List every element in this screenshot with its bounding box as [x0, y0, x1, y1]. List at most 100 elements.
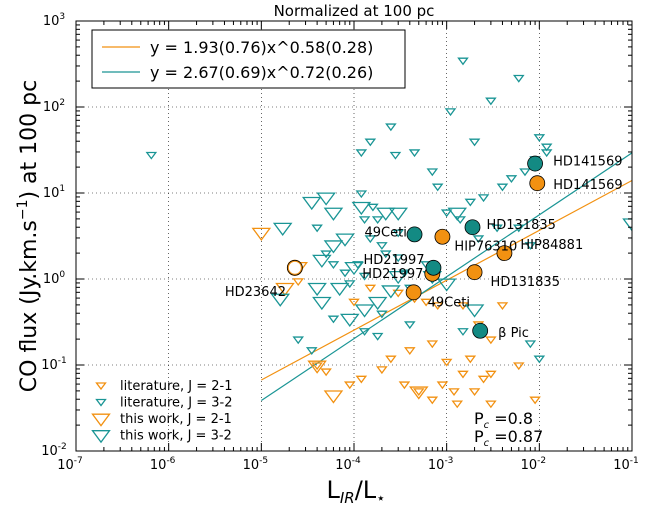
this32-point: [354, 304, 375, 318]
lit32-point: [472, 235, 485, 244]
this32-point: [351, 201, 372, 216]
lit21-point: [364, 284, 377, 293]
lit21-point: [457, 370, 469, 379]
pc-labels: Pc =0.8Pc =0.87: [474, 409, 543, 449]
x-tick-label: 10-4: [335, 456, 361, 473]
data-points: [145, 57, 632, 409]
lit21-point: [426, 340, 439, 349]
lit21-point: [451, 400, 464, 409]
legend-symbol-label: literature, J = 2-1: [120, 379, 233, 394]
legend-symbol-label: this work, J = 2-1: [120, 412, 232, 427]
lit32-point: [339, 269, 351, 278]
lit21-point: [355, 375, 368, 384]
this32-point: [323, 240, 344, 254]
teal-filled-point: [406, 226, 423, 243]
fit-lines: [260, 152, 632, 402]
lit32-point: [327, 315, 340, 324]
x-tick-label: 10-3: [428, 456, 454, 473]
lit32-point: [389, 151, 402, 160]
star-label: HD21997: [363, 253, 424, 268]
lit21-point: [392, 289, 405, 298]
this32-point: [339, 313, 360, 327]
lit32-point: [533, 355, 546, 364]
lit32-point: [512, 224, 525, 233]
lit32-point: [320, 250, 332, 259]
lit21-point: [448, 388, 460, 397]
this32-point: [447, 207, 468, 221]
lit32-point: [540, 143, 553, 152]
lit32-point: [485, 97, 497, 106]
this32-point: [436, 278, 457, 292]
orange-filled-point: [434, 228, 451, 245]
lit21-point: [457, 302, 469, 311]
lit32-point: [496, 183, 509, 192]
lit32-point: [305, 347, 318, 355]
lit32-point: [371, 216, 384, 225]
lit21-point: [420, 298, 432, 307]
fit-line-1: [261, 179, 632, 381]
this32-point: [388, 207, 409, 221]
lit32-point: [385, 123, 397, 132]
lit32-point: [311, 224, 323, 233]
star-label: HD131835: [486, 218, 555, 233]
star-label: 49Ceti: [428, 295, 470, 310]
this32-point: [301, 196, 322, 211]
star-label: HD21997: [362, 267, 423, 282]
this21-point: [307, 360, 327, 374]
legend-symbol: [91, 413, 111, 427]
x-axis-label: LIR/L⋆: [326, 476, 385, 505]
lit32-point: [408, 149, 421, 158]
star-label: HD141569: [553, 155, 622, 170]
y-tick-label: 100: [43, 270, 66, 287]
this32-point: [464, 304, 485, 318]
legend-fit-label: y = 2.67(0.69)x^0.72(0.26): [150, 63, 373, 82]
lit21-point: [426, 396, 439, 405]
lit21-point: [431, 302, 444, 311]
star-label: HIP84881: [520, 238, 583, 253]
lit21-point: [440, 358, 453, 367]
lit32-point: [358, 272, 371, 281]
this32-point: [323, 207, 344, 221]
chart-title: Normalized at 100 pc: [274, 2, 435, 20]
this32-point: [312, 296, 332, 311]
lit21-point: [485, 400, 497, 409]
x-tick-label: 10-1: [613, 456, 639, 473]
y-tick-label: 10-2: [41, 442, 67, 459]
lit32-point: [367, 203, 379, 212]
star-label: HD23642: [225, 285, 286, 300]
lit32-point: [491, 224, 503, 233]
legend-fits-box: [91, 29, 406, 89]
y-tick-label: 101: [43, 184, 65, 201]
lit32-point: [512, 74, 525, 83]
lit32-point: [540, 149, 553, 158]
this32-point: [270, 293, 291, 307]
star-label: HD131835: [491, 275, 560, 290]
lit32-point: [431, 183, 444, 192]
this32-point: [375, 207, 396, 221]
this21-point: [275, 282, 295, 297]
lit32-point: [392, 229, 405, 238]
this32-point: [316, 192, 336, 206]
lit21-point: [311, 362, 323, 371]
this32-point: [367, 296, 388, 311]
lit21-point: [404, 347, 416, 355]
this32-point: [335, 233, 355, 247]
lit32-point: [292, 336, 304, 345]
lit21-point: [529, 396, 541, 405]
star-label: HD141569: [553, 178, 622, 193]
star-label: β Pic: [498, 326, 529, 341]
x-tick-label: 10-2: [521, 456, 547, 473]
lit21-point: [385, 355, 397, 364]
open-circle-point: [286, 259, 303, 276]
orange-filled-point: [405, 284, 422, 301]
lit32-point: [426, 168, 439, 177]
grid-lines: [76, 21, 632, 451]
teal-filled-point: [425, 259, 442, 276]
lit32-point: [145, 151, 158, 160]
this32-point: [307, 282, 327, 297]
this32-point: [312, 254, 332, 268]
this32-point: [388, 270, 409, 285]
legend-fit-label: y = 1.93(0.76)x^0.58(0.28): [150, 38, 373, 57]
lit32-point: [355, 190, 368, 199]
